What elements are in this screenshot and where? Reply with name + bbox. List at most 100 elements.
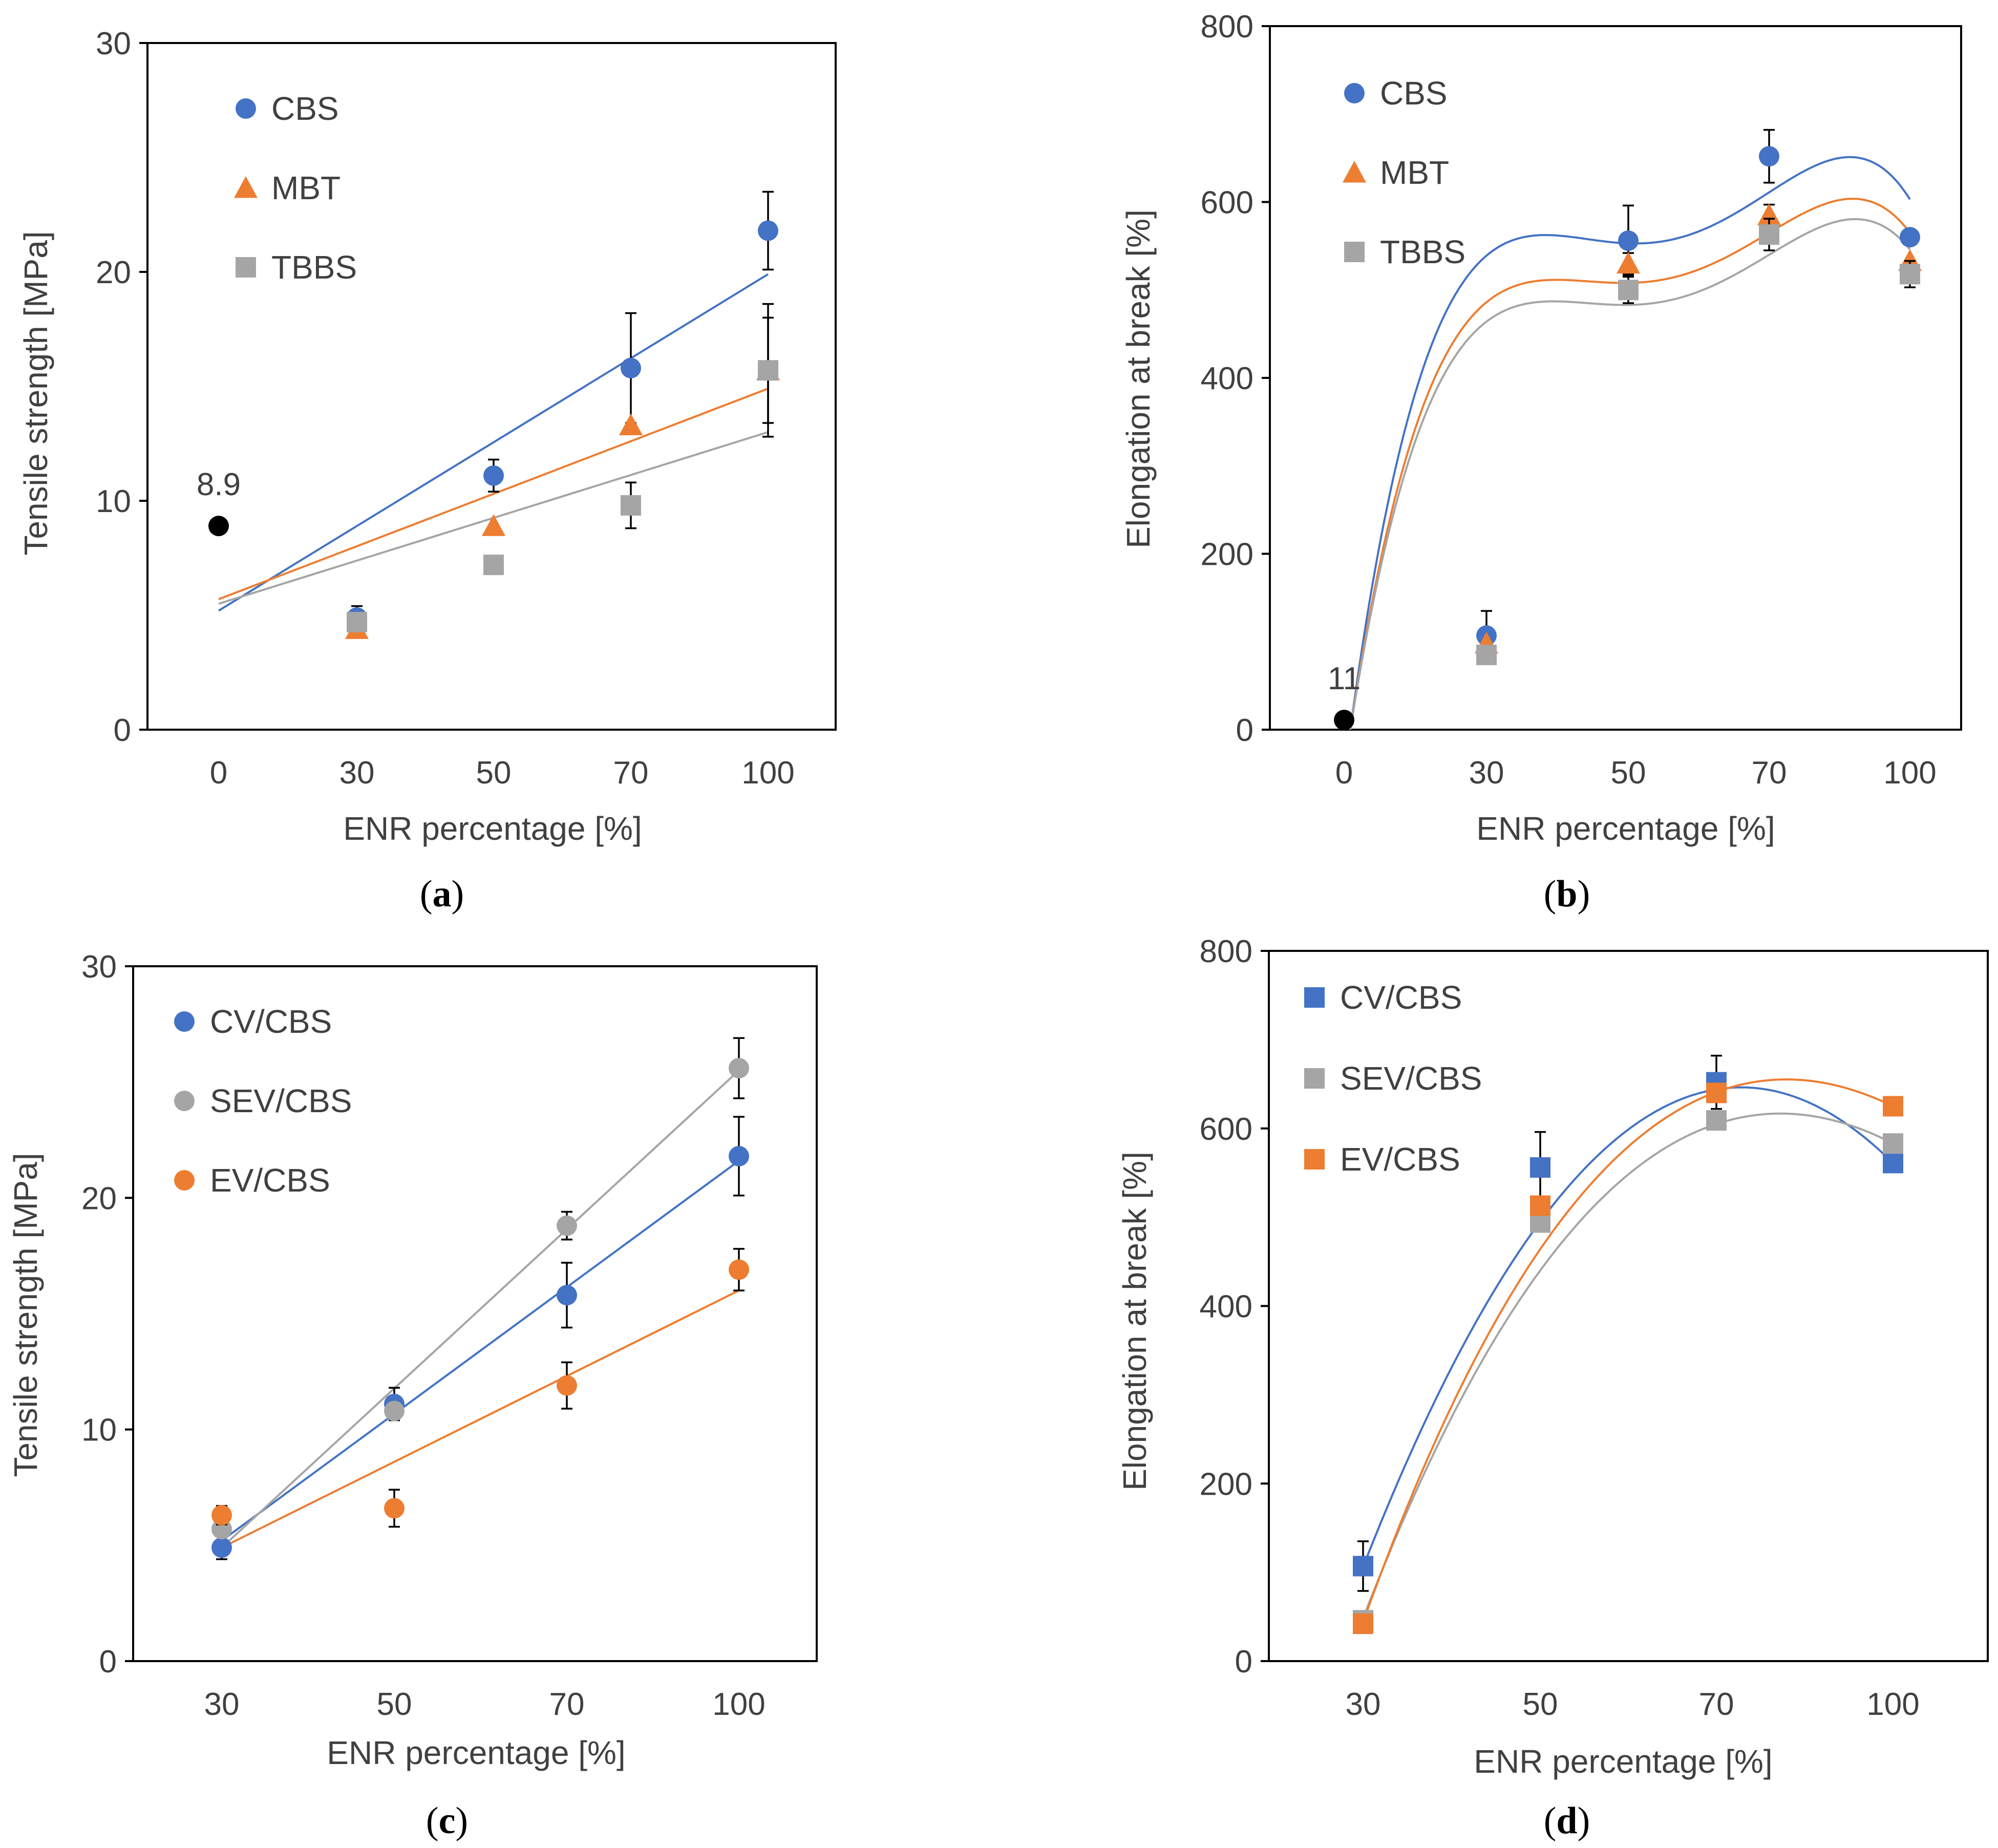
- x-axis-title: ENR percentage [%]: [1474, 1743, 1772, 1780]
- data-point-tbbs: [483, 555, 504, 576]
- data-point-tbbs: [1476, 645, 1497, 666]
- data-point-tbbs: [1618, 280, 1639, 301]
- legend-label: CV/CBS: [210, 1003, 332, 1040]
- x-tick-label: 30: [1469, 755, 1504, 791]
- panel-letter: b: [1556, 873, 1577, 915]
- data-point-tbbs: [1900, 264, 1920, 285]
- y-tick-label: 800: [1200, 934, 1252, 969]
- legend-marker: [1344, 83, 1365, 103]
- y-tick-label: 600: [1200, 1112, 1252, 1147]
- y-tick-label: 600: [1201, 185, 1253, 221]
- plot-frame: [1269, 25, 1962, 731]
- x-tick-label: 100: [712, 1687, 765, 1722]
- x-axis-title: ENR percentage [%]: [1476, 810, 1775, 847]
- data-point-cbs: [1618, 230, 1639, 251]
- panel-caption: (a): [420, 873, 464, 915]
- trend-line-mbt: [218, 388, 769, 601]
- trend-line-ev-cbs: [1362, 1078, 1894, 1623]
- data-point-cv-cbs: [1883, 1153, 1903, 1174]
- data-point-tbbs: [758, 360, 778, 381]
- legend-marker: [1343, 161, 1366, 183]
- legend-label: EV/CBS: [1340, 1141, 1460, 1178]
- x-tick-label: 30: [204, 1687, 240, 1722]
- x-tick-label: 70: [613, 755, 649, 791]
- legend-label: MBT: [1380, 154, 1449, 191]
- x-tick-label: 30: [339, 755, 375, 791]
- y-tick-label: 400: [1200, 1289, 1252, 1325]
- data-point-ev-cbs: [384, 1498, 405, 1519]
- x-tick-label: 100: [741, 755, 794, 791]
- x-tick-label: 70: [1699, 1687, 1734, 1722]
- x-axis-title: ENR percentage [%]: [327, 1734, 625, 1771]
- data-point-sev-cbs: [384, 1400, 405, 1421]
- annotation-label: 8.9: [197, 467, 241, 502]
- y-tick-label: 0: [99, 1644, 117, 1680]
- legend-label: TBBS: [1380, 233, 1465, 270]
- data-point-ev-cbs: [1706, 1082, 1727, 1103]
- x-tick-label: 50: [476, 755, 512, 791]
- trend-lines: [221, 1070, 740, 1549]
- panel-caption: (c): [426, 1800, 468, 1842]
- reference-point: [1334, 710, 1354, 731]
- legend-marker: [1304, 1149, 1325, 1170]
- trend-line-tbbs: [1349, 218, 1911, 730]
- legend-marker: [174, 1011, 195, 1032]
- data-point-sev-cbs: [557, 1215, 577, 1236]
- y-axis-title: Elongation at break [%]: [1116, 1152, 1153, 1491]
- data-point-tbbs: [621, 495, 641, 516]
- y-tick-label: 20: [96, 255, 131, 290]
- y-tick-label: 0: [1235, 1644, 1252, 1680]
- data-point-ev-cbs: [1883, 1096, 1903, 1117]
- y-tick-label: 10: [96, 484, 131, 519]
- trend-line-cv-cbs: [221, 1160, 740, 1542]
- legend-label: CV/CBS: [1340, 979, 1462, 1016]
- legend-label: SEV/CBS: [1340, 1060, 1482, 1097]
- data-point-cbs: [758, 220, 778, 241]
- legend-marker: [1304, 987, 1325, 1008]
- panel-letter: c: [439, 1800, 456, 1842]
- legend-marker: [234, 176, 258, 198]
- y-tick-label: 200: [1201, 537, 1253, 572]
- y-tick-label: 200: [1200, 1467, 1252, 1502]
- x-tick-label: 100: [1866, 1687, 1919, 1722]
- legend-label: MBT: [271, 169, 341, 206]
- x-tick-label: 50: [1523, 1687, 1558, 1722]
- data-point-sev-cbs: [1706, 1110, 1727, 1131]
- panel-d: Elongation at break [%] ENR percentage […: [1116, 934, 1989, 1842]
- trend-line-cv-cbs: [1362, 1086, 1894, 1567]
- legend-label: CBS: [271, 90, 339, 127]
- data-point-ev-cbs: [729, 1259, 749, 1280]
- trend-line-sev-cbs: [221, 1070, 740, 1548]
- plot-frame: [132, 965, 818, 1662]
- y-tick-label: 30: [96, 26, 131, 61]
- plot-frame: [1268, 950, 1989, 1662]
- data-point-mbt: [1757, 203, 1781, 225]
- x-axis-title: ENR percentage [%]: [343, 810, 642, 847]
- panel-caption: (d): [1544, 1800, 1590, 1842]
- panel-letter: a: [433, 873, 452, 915]
- y-tick-label: 800: [1201, 9, 1253, 45]
- y-tick-label: 0: [1236, 713, 1253, 748]
- y-tick-label: 10: [81, 1413, 117, 1448]
- panel-c: Tensile strength [MPa] ENR percentage [%…: [7, 949, 818, 1842]
- panel-caption: (b): [1544, 873, 1590, 915]
- trend-line-ev-cbs: [221, 1289, 739, 1549]
- y-tick-label: 30: [81, 949, 117, 985]
- x-tick-label: 100: [1883, 755, 1936, 791]
- x-tick-label: 70: [549, 1687, 585, 1722]
- data-point-cbs: [1900, 227, 1920, 248]
- legend-label: EV/CBS: [210, 1162, 330, 1199]
- x-tick-label: 0: [1335, 755, 1353, 791]
- trend-lines: [1362, 1078, 1894, 1623]
- legend-marker: [174, 1091, 195, 1111]
- y-axis-title: Tensile strength [MPa]: [17, 231, 54, 555]
- data-point-ev-cbs: [557, 1375, 577, 1396]
- y-tick-label: 400: [1201, 361, 1253, 396]
- x-tick-label: 0: [210, 755, 227, 791]
- data-point-cv-cbs: [1530, 1157, 1550, 1178]
- panel-b: Elongation at break [%] ENR percentage […: [1120, 9, 1962, 915]
- data-point-ev-cbs: [1353, 1613, 1373, 1634]
- y-tick-label: 20: [81, 1181, 117, 1216]
- legend-label: CBS: [1380, 75, 1448, 112]
